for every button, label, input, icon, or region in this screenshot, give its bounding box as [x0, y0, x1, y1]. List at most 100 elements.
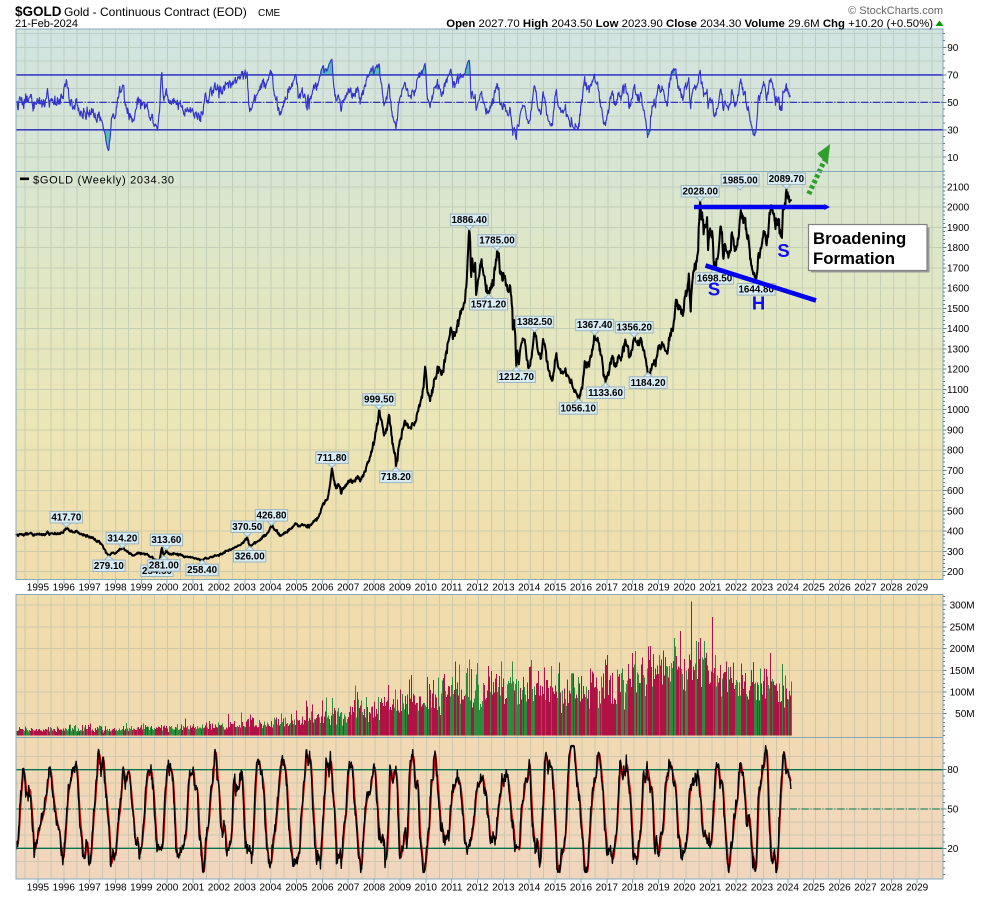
svg-text:1698.50: 1698.50: [697, 274, 733, 285]
svg-text:900: 900: [947, 425, 964, 436]
svg-text:1200: 1200: [947, 365, 970, 376]
svg-text:2017: 2017: [596, 583, 619, 594]
svg-text:2023: 2023: [751, 883, 774, 894]
svg-text:H: H: [752, 293, 765, 314]
svg-text:Open 2027.70 High 2043.50 Lo: Open 2027.70 High 2043.50 Low 2023.90 Cl…: [446, 18, 933, 30]
svg-text:2021: 2021: [699, 583, 722, 594]
svg-text:700: 700: [947, 466, 964, 477]
svg-text:2100: 2100: [947, 182, 970, 193]
svg-text:2001: 2001: [182, 883, 205, 894]
svg-text:2015: 2015: [544, 583, 567, 594]
svg-text:718.20: 718.20: [381, 472, 412, 483]
svg-text:200M: 200M: [950, 644, 975, 655]
svg-text:CME: CME: [258, 8, 281, 19]
svg-text:50M: 50M: [955, 709, 974, 720]
svg-text:2014: 2014: [518, 583, 541, 594]
svg-text:10: 10: [947, 153, 959, 164]
svg-text:1133.60: 1133.60: [588, 388, 623, 399]
svg-text:1998: 1998: [104, 883, 127, 894]
svg-text:2000: 2000: [947, 203, 970, 214]
svg-text:1999: 1999: [130, 883, 153, 894]
svg-text:50: 50: [947, 98, 959, 109]
svg-text:1644.80: 1644.80: [738, 285, 774, 296]
svg-text:2029: 2029: [906, 583, 929, 594]
svg-text:1600: 1600: [947, 284, 970, 295]
svg-text:2027: 2027: [854, 583, 877, 594]
svg-text:2009: 2009: [389, 883, 412, 894]
svg-text:2024: 2024: [777, 583, 800, 594]
svg-text:2008: 2008: [363, 583, 386, 594]
svg-text:2019: 2019: [647, 883, 670, 894]
svg-text:1995: 1995: [27, 883, 50, 894]
svg-text:© StockCharts.com: © StockCharts.com: [848, 5, 943, 17]
svg-text:2022: 2022: [725, 883, 748, 894]
svg-text:2003: 2003: [234, 883, 257, 894]
svg-text:1985.00: 1985.00: [722, 175, 758, 186]
svg-text:Gold - Continuous Contract (EO: Gold - Continuous Contract (EOD): [64, 5, 247, 19]
svg-text:1382.50: 1382.50: [517, 317, 553, 328]
svg-text:90: 90: [947, 43, 959, 54]
svg-text:400: 400: [947, 527, 964, 538]
svg-text:417.70: 417.70: [51, 513, 82, 524]
svg-text:2000: 2000: [156, 883, 179, 894]
svg-text:1800: 1800: [947, 243, 970, 254]
svg-text:1000: 1000: [947, 405, 970, 416]
svg-text:281.00: 281.00: [149, 561, 180, 572]
svg-text:2022: 2022: [725, 583, 748, 594]
svg-text:2006: 2006: [311, 583, 334, 594]
svg-text:1184.20: 1184.20: [631, 378, 666, 389]
svg-text:1997: 1997: [78, 883, 101, 894]
svg-text:2004: 2004: [259, 583, 282, 594]
svg-text:$GOLD: $GOLD: [15, 4, 62, 19]
svg-text:279.10: 279.10: [94, 561, 125, 572]
svg-text:2023: 2023: [751, 583, 774, 594]
svg-text:1886.40: 1886.40: [451, 215, 487, 226]
svg-text:2029: 2029: [906, 883, 929, 894]
svg-text:2010: 2010: [415, 883, 438, 894]
svg-text:30: 30: [947, 125, 959, 136]
svg-text:Broadening: Broadening: [813, 229, 906, 248]
svg-text:314.20: 314.20: [107, 533, 138, 544]
svg-text:250M: 250M: [950, 622, 975, 633]
svg-text:200: 200: [947, 567, 964, 578]
svg-text:50: 50: [947, 805, 959, 816]
svg-text:1300: 1300: [947, 344, 970, 355]
svg-text:2020: 2020: [673, 583, 696, 594]
svg-text:999.50: 999.50: [364, 395, 395, 406]
svg-text:2014: 2014: [518, 883, 541, 894]
svg-text:2001: 2001: [182, 583, 205, 594]
svg-text:S: S: [708, 279, 720, 300]
svg-text:2013: 2013: [492, 883, 515, 894]
svg-text:426.80: 426.80: [257, 511, 288, 522]
svg-text:2089.70: 2089.70: [769, 174, 805, 185]
svg-text:500: 500: [947, 506, 964, 517]
svg-text:2028: 2028: [880, 883, 903, 894]
svg-text:1400: 1400: [947, 324, 970, 335]
svg-text:2003: 2003: [234, 583, 257, 594]
svg-text:$GOLD (Weekly) 2034.30: $GOLD (Weekly) 2034.30: [33, 175, 175, 187]
svg-text:300M: 300M: [950, 601, 975, 612]
svg-text:1995: 1995: [27, 583, 50, 594]
svg-text:80: 80: [947, 765, 959, 776]
svg-text:2002: 2002: [208, 583, 231, 594]
svg-text:1700: 1700: [947, 263, 970, 274]
svg-text:1367.40: 1367.40: [577, 320, 613, 331]
svg-text:2021: 2021: [699, 883, 722, 894]
svg-text:2027: 2027: [854, 883, 877, 894]
svg-text:2026: 2026: [828, 883, 851, 894]
svg-text:300: 300: [947, 547, 964, 558]
svg-text:S: S: [777, 240, 789, 261]
svg-text:2025: 2025: [803, 883, 826, 894]
svg-text:711.80: 711.80: [317, 453, 347, 464]
svg-text:326.00: 326.00: [235, 552, 266, 563]
svg-text:1785.00: 1785.00: [479, 236, 515, 247]
svg-text:1571.20: 1571.20: [471, 300, 507, 311]
svg-text:2008: 2008: [363, 883, 386, 894]
svg-text:2028: 2028: [880, 583, 903, 594]
svg-text:800: 800: [947, 446, 964, 457]
svg-text:20: 20: [947, 844, 959, 855]
svg-text:1999: 1999: [130, 583, 153, 594]
svg-text:2007: 2007: [337, 583, 360, 594]
svg-text:2012: 2012: [466, 883, 489, 894]
svg-text:1996: 1996: [53, 883, 76, 894]
